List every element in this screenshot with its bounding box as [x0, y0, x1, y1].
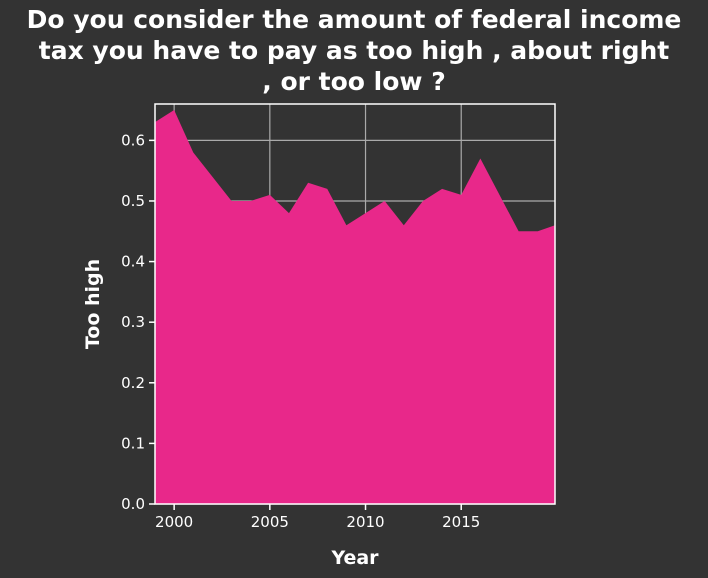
- plot-area: [155, 110, 555, 504]
- chart-title-line-2: tax you have to pay as too high , about …: [38, 36, 670, 65]
- chart-title-line-3: , or too low ?: [262, 67, 446, 96]
- y-tick-label-3: 0.3: [121, 313, 145, 331]
- x-axis-ticks: 2000 2005 2010 2015: [155, 504, 480, 531]
- y-tick-label-5: 0.5: [121, 192, 145, 210]
- x-tick-label-2000: 2000: [155, 513, 193, 531]
- plot-frame: [154, 103, 556, 505]
- y-tick-label-6: 0.6: [121, 131, 145, 149]
- x-tick-label-2010: 2010: [346, 513, 384, 531]
- y-tick-label-0: 0.0: [121, 495, 145, 513]
- y-tick-label-4: 0.4: [121, 253, 145, 271]
- x-tick-label-2015: 2015: [442, 513, 480, 531]
- y-tick-label-2: 0.2: [121, 374, 145, 392]
- y-axis-ticks: 0.0 0.1 0.2 0.3 0.4 0.5 0.6: [121, 131, 155, 513]
- x-axis-label: Year: [330, 547, 379, 569]
- chart-title: Do you consider the amount of federal in…: [0, 4, 708, 97]
- x-tick-label-2005: 2005: [251, 513, 289, 531]
- chart-title-line-1: Do you consider the amount of federal in…: [26, 5, 682, 34]
- axes: [154, 103, 556, 505]
- y-axis-label: Too high: [82, 259, 104, 349]
- area-series-0: [155, 110, 555, 504]
- y-tick-label-1: 0.1: [121, 434, 145, 452]
